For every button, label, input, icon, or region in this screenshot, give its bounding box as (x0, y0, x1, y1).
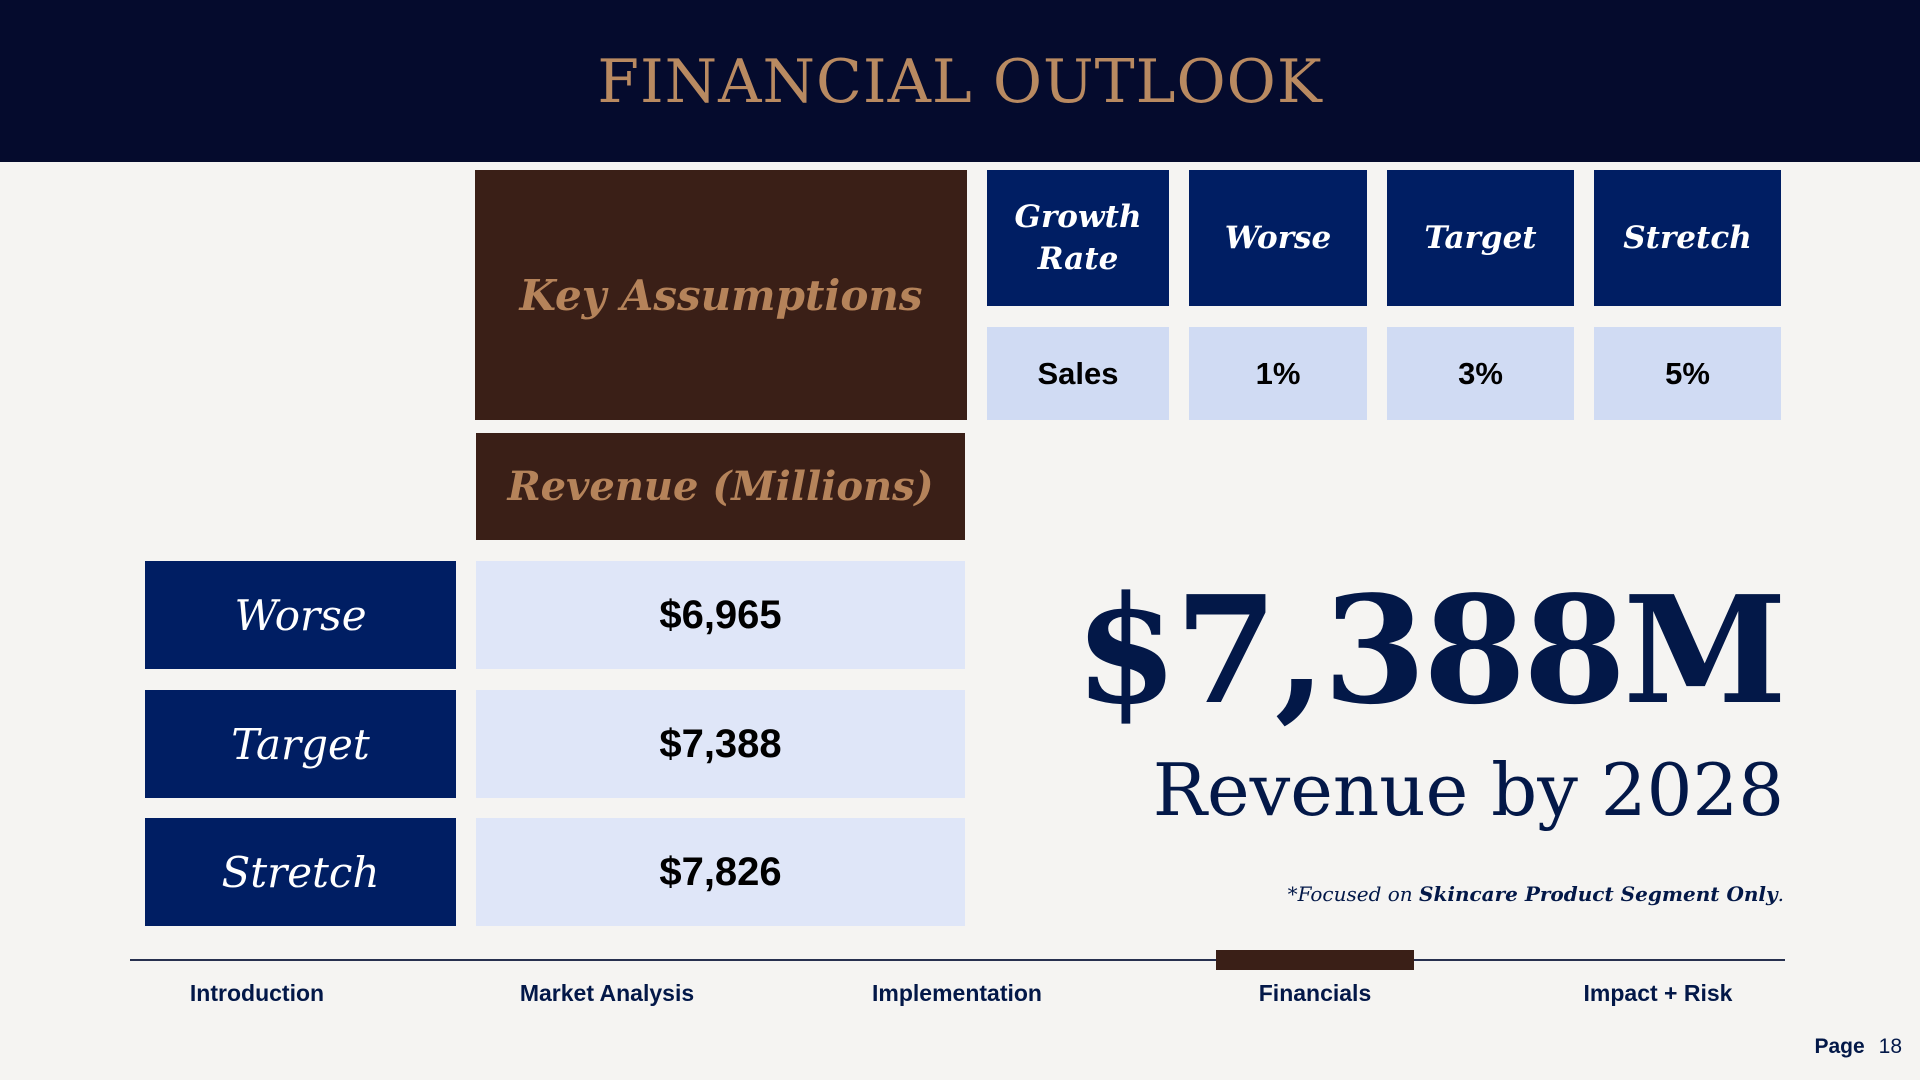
row-label: Target (231, 719, 370, 769)
revenue-value: $7,826 (659, 849, 782, 894)
revenue-row-label-target: Target (145, 690, 456, 798)
revenue-value-worse: $6,965 (476, 561, 965, 669)
footnote-suffix: . (1777, 882, 1784, 906)
column-header-worse: Worse (1189, 170, 1367, 306)
sales-worse-cell: 1% (1189, 327, 1367, 420)
column-header-label: Growth Rate (1014, 199, 1142, 277)
column-header-label: Worse (1224, 220, 1332, 256)
revenue-row-label-stretch: Stretch (145, 818, 456, 926)
revenue-row-label-worse: Worse (145, 561, 456, 669)
sales-row-label: Sales (987, 327, 1169, 420)
headline-revenue-figure: $7,388M (1074, 563, 1787, 737)
footnote-emphasis: Skincare Product Segment Only (1419, 882, 1778, 906)
revenue-value-target: $7,388 (476, 690, 965, 798)
page-title: FINANCIAL OUTLOOK (597, 47, 1323, 117)
column-header-growth-rate: Growth Rate (987, 170, 1169, 306)
footnote: *Focused on Skincare Product Segment Onl… (1288, 882, 1784, 906)
column-header-stretch: Stretch (1594, 170, 1781, 306)
column-header-label: Target (1424, 220, 1537, 256)
nav-item-introduction[interactable]: Introduction (189, 980, 325, 1006)
nav-divider (130, 959, 1785, 961)
nav-item-financials[interactable]: Financials (1258, 980, 1372, 1006)
nav-item-impact-risk[interactable]: Impact + Risk (1583, 980, 1733, 1006)
page-label: Page (1814, 1035, 1865, 1058)
column-header-target: Target (1387, 170, 1574, 306)
sales-worse-value: 1% (1255, 355, 1301, 391)
column-header-label: Stretch (1623, 220, 1752, 256)
page-number: 18 (1878, 1035, 1902, 1058)
page-indicator: Page 18 (1814, 1035, 1902, 1059)
sales-stretch-cell: 5% (1594, 327, 1781, 420)
revenue-header: Revenue (Millions) (476, 433, 965, 540)
row-label: Worse (234, 590, 367, 640)
nav-item-implementation[interactable]: Implementation (872, 980, 1042, 1006)
revenue-value: $6,965 (659, 592, 782, 637)
key-assumptions-header: Key Assumptions (475, 170, 967, 420)
nav-item-market-analysis[interactable]: Market Analysis (519, 980, 695, 1006)
sales-label: Sales (1037, 355, 1119, 391)
key-assumptions-label: Key Assumptions (519, 270, 923, 320)
footnote-prefix: *Focused on (1287, 882, 1420, 906)
header-bar: FINANCIAL OUTLOOK (0, 0, 1920, 162)
sales-target-value: 3% (1458, 355, 1503, 391)
nav-active-indicator (1216, 950, 1414, 970)
revenue-value: $7,388 (659, 721, 782, 766)
headline-caption: Revenue by 2028 (1152, 748, 1784, 832)
sales-stretch-value: 5% (1665, 355, 1710, 391)
revenue-header-label: Revenue (Millions) (507, 463, 934, 510)
sales-target-cell: 3% (1387, 327, 1574, 420)
row-label: Stretch (221, 847, 380, 897)
revenue-value-stretch: $7,826 (476, 818, 965, 926)
